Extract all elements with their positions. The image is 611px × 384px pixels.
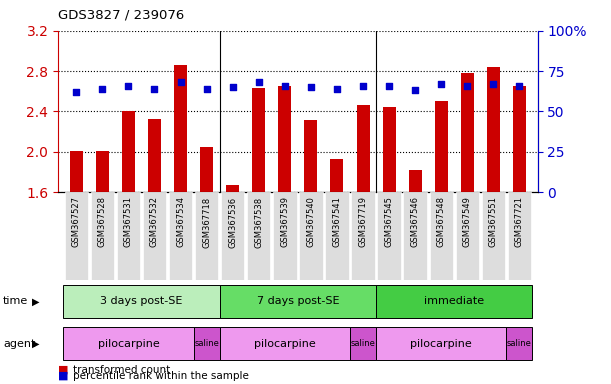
FancyBboxPatch shape — [220, 327, 350, 360]
FancyBboxPatch shape — [403, 192, 427, 280]
Bar — [226, 185, 240, 192]
Text: ■: ■ — [58, 365, 68, 375]
Bar — [200, 147, 213, 192]
Point — [358, 83, 368, 89]
FancyBboxPatch shape — [430, 192, 453, 280]
Text: GSM367549: GSM367549 — [463, 197, 472, 247]
Point — [123, 83, 133, 89]
Text: pilocarpine: pilocarpine — [254, 339, 316, 349]
Point — [488, 81, 498, 87]
FancyBboxPatch shape — [117, 192, 140, 280]
Text: ▶: ▶ — [32, 339, 39, 349]
Point — [254, 79, 264, 85]
Bar — [331, 159, 343, 192]
Text: GSM367539: GSM367539 — [280, 197, 290, 247]
Text: 3 days post-SE: 3 days post-SE — [100, 296, 183, 306]
Bar — [461, 73, 474, 192]
Point — [280, 83, 290, 89]
Bar — [122, 111, 135, 192]
FancyBboxPatch shape — [351, 192, 375, 280]
FancyBboxPatch shape — [508, 192, 531, 280]
FancyBboxPatch shape — [456, 192, 479, 280]
Point — [410, 87, 420, 93]
Bar — [148, 119, 161, 192]
FancyBboxPatch shape — [481, 192, 505, 280]
Bar — [96, 151, 109, 192]
Bar — [356, 105, 370, 192]
FancyBboxPatch shape — [195, 192, 218, 280]
Text: saline: saline — [351, 339, 376, 348]
FancyBboxPatch shape — [378, 192, 401, 280]
Text: GSM367532: GSM367532 — [150, 197, 159, 247]
Text: GSM367528: GSM367528 — [98, 197, 107, 247]
Point — [98, 86, 108, 92]
FancyBboxPatch shape — [350, 327, 376, 360]
FancyBboxPatch shape — [64, 285, 220, 318]
Bar — [279, 86, 291, 192]
FancyBboxPatch shape — [376, 285, 532, 318]
Text: GSM367540: GSM367540 — [306, 197, 315, 247]
Bar — [434, 101, 448, 192]
Point — [306, 84, 316, 90]
Point — [202, 86, 211, 92]
Point — [436, 81, 446, 87]
Text: saline: saline — [507, 339, 532, 348]
Point — [71, 89, 81, 95]
FancyBboxPatch shape — [220, 285, 376, 318]
FancyBboxPatch shape — [325, 192, 349, 280]
FancyBboxPatch shape — [90, 192, 114, 280]
Text: 7 days post-SE: 7 days post-SE — [257, 296, 339, 306]
Point — [332, 86, 342, 92]
Bar — [513, 86, 526, 192]
FancyBboxPatch shape — [273, 192, 296, 280]
Text: ▶: ▶ — [32, 296, 39, 306]
Point — [384, 83, 394, 89]
Text: saline: saline — [194, 339, 219, 348]
FancyBboxPatch shape — [376, 327, 507, 360]
Point — [176, 79, 186, 85]
FancyBboxPatch shape — [247, 192, 271, 280]
FancyBboxPatch shape — [143, 192, 166, 280]
Text: GSM367527: GSM367527 — [71, 197, 81, 247]
Text: GSM367536: GSM367536 — [228, 197, 237, 248]
Bar — [174, 65, 187, 192]
Point — [228, 84, 238, 90]
Bar — [70, 151, 83, 192]
Text: GSM367721: GSM367721 — [515, 197, 524, 247]
FancyBboxPatch shape — [221, 192, 244, 280]
FancyBboxPatch shape — [299, 192, 323, 280]
Text: transformed count: transformed count — [73, 365, 170, 375]
Text: GDS3827 / 239076: GDS3827 / 239076 — [58, 8, 185, 21]
Text: GSM367534: GSM367534 — [176, 197, 185, 247]
FancyBboxPatch shape — [507, 327, 532, 360]
Bar — [409, 170, 422, 192]
Bar — [487, 67, 500, 192]
Text: GSM367548: GSM367548 — [437, 197, 446, 247]
Text: ■: ■ — [58, 371, 68, 381]
Text: GSM367551: GSM367551 — [489, 197, 498, 247]
Text: GSM367531: GSM367531 — [124, 197, 133, 247]
Point — [463, 83, 472, 89]
Text: GSM367545: GSM367545 — [384, 197, 393, 247]
Text: GSM367541: GSM367541 — [332, 197, 342, 247]
Bar — [252, 88, 265, 192]
FancyBboxPatch shape — [194, 327, 220, 360]
Bar — [382, 107, 395, 192]
Point — [514, 83, 524, 89]
Text: GSM367538: GSM367538 — [254, 197, 263, 248]
FancyBboxPatch shape — [65, 192, 88, 280]
FancyBboxPatch shape — [64, 327, 194, 360]
FancyBboxPatch shape — [169, 192, 192, 280]
Bar — [304, 121, 317, 192]
Text: pilocarpine: pilocarpine — [411, 339, 472, 349]
Text: GSM367718: GSM367718 — [202, 197, 211, 248]
Text: GSM367546: GSM367546 — [411, 197, 420, 247]
Text: time: time — [3, 296, 28, 306]
Text: immediate: immediate — [424, 296, 485, 306]
Text: pilocarpine: pilocarpine — [98, 339, 159, 349]
Point — [150, 86, 159, 92]
Text: percentile rank within the sample: percentile rank within the sample — [73, 371, 249, 381]
Text: GSM367719: GSM367719 — [359, 197, 368, 247]
Text: agent: agent — [3, 339, 35, 349]
